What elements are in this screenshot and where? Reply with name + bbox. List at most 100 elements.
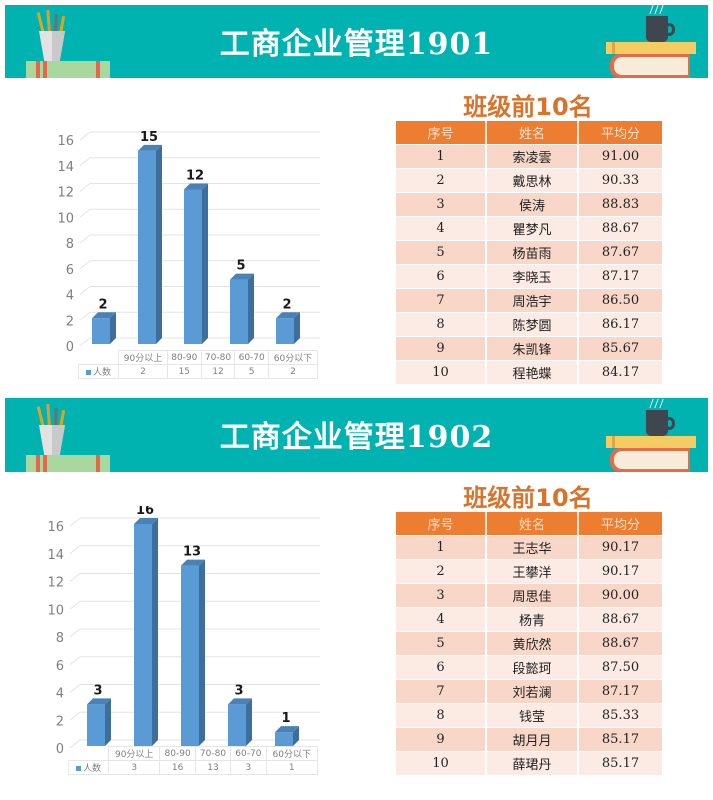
table-row: 10 薛珺丹 85.17 [396,750,662,775]
name-cell: 瞿梦凡 [486,215,579,240]
rank-cell: 3 [396,191,487,216]
y-tick-label: 10 [57,211,74,226]
bar-chart-plot: 0 2 4 6 8 10 12 14 16 3 16 13 3 1 [47,506,320,757]
name-cell: 周浩宇 [486,287,579,312]
table-row: 5 杨苗雨 87.67 [396,239,662,264]
ranking-title: 班级前10名 [463,484,593,512]
value-cell: 2 [118,364,168,379]
y-tick-label: 2 [66,314,74,329]
y-tick-label: 6 [66,263,74,278]
score-distribution-chart: 0 2 4 6 8 10 12 14 16 3 16 13 3 1 90分以上 80-90 70-80 60-7… [40,506,330,776]
value-cell: 13 [194,760,232,775]
name-cell: 钱莹 [486,702,579,727]
rank-cell: 8 [396,702,487,727]
rank-cell: 3 [396,582,487,607]
bar [230,273,254,344]
y-tick-label: 10 [47,603,64,618]
y-tick-label: 6 [56,659,64,674]
bar [276,312,300,344]
name-cell: 程艳蝶 [486,359,579,384]
y-tick-label: 16 [47,520,64,535]
bar [184,183,208,344]
column-header: 序号 [396,121,487,144]
value-cell: 5 [234,364,270,379]
score-cell: 87.67 [578,239,662,264]
category-label: 90分以上 [107,746,161,761]
rank-cell: 4 [396,606,487,631]
data-label: 16 [136,506,154,518]
name-cell: 朱凯锋 [486,335,579,360]
value-cell: 12 [200,364,236,379]
legend-series-label: 人数 [68,760,109,775]
table-row: 4 杨青 88.67 [396,606,662,631]
table-row: 9 胡月月 85.17 [396,726,662,751]
bar [275,726,299,746]
category-label: 90分以上 [118,350,168,365]
table-row: 7 周浩宇 86.50 [396,287,662,312]
score-cell: 86.17 [578,311,662,336]
rank-cell: 10 [396,750,487,775]
value-cell: 15 [166,364,202,379]
score-cell: 90.17 [578,558,662,583]
y-tick-label: 2 [56,714,64,729]
data-label: 2 [98,297,107,312]
rank-cell: 2 [396,167,487,192]
data-label: 5 [236,259,245,274]
name-cell: 李晓玉 [486,263,579,288]
table-row: 1 索凌雲 91.00 [396,143,662,168]
bar [228,698,252,746]
y-tick-label: 0 [56,742,64,757]
ranking-header-row: 序号 姓名 平均分 [396,512,662,535]
category-label: 60分以下 [265,746,319,761]
column-header: 姓名 [486,512,579,535]
bar [138,144,162,344]
score-cell: 90.33 [578,167,662,192]
score-cell: 85.67 [578,335,662,360]
table-row: 7 刘若澜 87.17 [396,678,662,703]
score-cell: 87.17 [578,263,662,288]
table-row: 8 钱莹 85.33 [396,702,662,727]
ranking-title: 班级前10名 [463,93,593,121]
column-header: 平均分 [578,121,662,144]
score-cell: 88.83 [578,191,662,216]
table-row: 4 瞿梦凡 88.67 [396,215,662,240]
score-cell: 87.50 [578,654,662,679]
rank-cell: 1 [396,534,487,559]
bar [87,698,111,746]
column-header: 姓名 [486,121,579,144]
data-label: 3 [234,683,243,698]
rank-cell: 5 [396,630,487,655]
bar [134,518,158,746]
category-label: 70-80 [194,746,232,761]
category-label: 60-70 [234,350,270,365]
banner: 工商企业管理1901 [5,5,708,78]
bar [181,559,205,746]
ranking-header-row: 序号 姓名 平均分 [396,121,662,144]
score-cell: 90.17 [578,534,662,559]
y-tick-label: 12 [47,576,64,591]
data-label: 12 [186,169,204,184]
table-row: 6 段懿珂 87.50 [396,654,662,679]
data-label: 15 [140,130,158,145]
y-tick-label: 8 [66,237,74,252]
table-row: 2 戴思林 90.33 [396,167,662,192]
table-row: 10 程艳蝶 84.17 [396,359,662,384]
score-cell: 84.17 [578,359,662,384]
category-label: 60-70 [230,746,267,761]
pencil-cup-icon [20,402,110,472]
table-row: 9 朱凯锋 85.67 [396,335,662,360]
banner-title: 工商企业管理1902 [219,420,494,455]
category-label: 60分以下 [268,350,318,365]
name-cell: 杨青 [486,606,579,631]
value-cell: 2 [268,364,318,379]
table-row: 2 王攀洋 90.17 [396,558,662,583]
rank-cell: 6 [396,654,487,679]
ranking-table: 序号 姓名 平均分 1 索凌雲 91.00 2 戴思林 90.33 3 侯涛 88.83 4 瞿梦凡 88.… [396,121,662,384]
rank-cell: 5 [396,239,487,264]
y-tick-label: 4 [66,289,74,304]
y-tick-label: 4 [56,687,64,702]
legend-swatch-icon [85,370,91,375]
table-row: 5 黄欣然 88.67 [396,630,662,655]
class-1902-section: 工商企业管理1902 0 2 4 6 8 10 12 14 16 3 16 13 3 1 90分以上 80-… [0,398,713,798]
score-cell: 88.67 [578,630,662,655]
